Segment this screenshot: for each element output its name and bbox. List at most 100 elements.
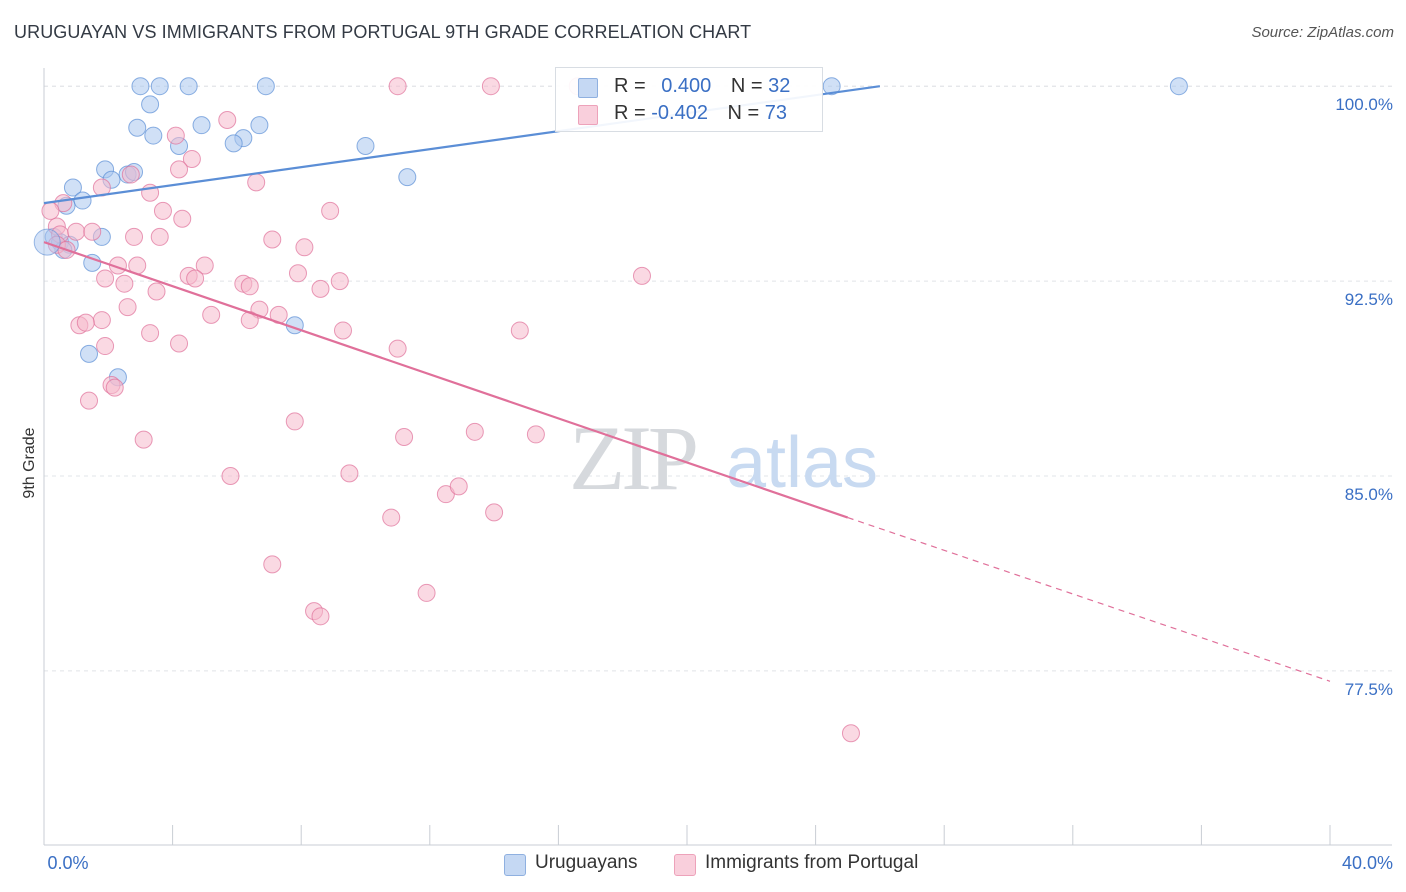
data-point xyxy=(105,378,124,397)
legend-n-value-portugal: 73 xyxy=(764,102,788,124)
data-point xyxy=(83,253,102,272)
data-point xyxy=(179,77,198,96)
data-point xyxy=(841,724,860,743)
data-point xyxy=(128,118,147,137)
legend-swatch-portugal xyxy=(578,105,598,125)
data-point xyxy=(263,230,282,249)
data-point xyxy=(417,583,436,602)
axes: 100.0% 92.5% 85.0% 77.5% 0.0% 40.0% xyxy=(43,68,1393,873)
data-point xyxy=(170,334,189,353)
data-point xyxy=(218,110,237,129)
y-axis-label: 9th Grade xyxy=(21,427,38,498)
data-point xyxy=(141,324,160,343)
y-tick-label: 92.5% xyxy=(1345,290,1393,309)
legend-n-label: N = xyxy=(730,75,763,97)
data-point xyxy=(247,173,266,192)
series-points-1 xyxy=(41,77,860,743)
data-point xyxy=(263,555,282,574)
source-label: Source: ZipAtlas.com xyxy=(1251,24,1394,41)
x-tick-label: 0.0% xyxy=(47,853,88,873)
data-point xyxy=(388,339,407,358)
data-point xyxy=(202,305,221,324)
data-point xyxy=(131,77,150,96)
chart-title: URUGUAYAN VS IMMIGRANTS FROM PORTUGAL 9T… xyxy=(14,22,752,42)
data-point xyxy=(76,313,95,332)
x-tick-label: 40.0% xyxy=(1342,853,1393,873)
legend-r-label: R = xyxy=(614,75,646,97)
data-point xyxy=(256,77,275,96)
data-point xyxy=(526,425,545,444)
data-point xyxy=(83,222,102,241)
y-tick-label: 85.0% xyxy=(1345,485,1393,504)
data-point xyxy=(330,272,349,291)
legend-swatch-uruguayans xyxy=(578,78,598,98)
watermark-zip: ZIP xyxy=(569,407,696,509)
series-swatch-portugal xyxy=(674,854,696,876)
data-point xyxy=(80,391,99,410)
data-point xyxy=(388,77,407,96)
data-point xyxy=(221,466,240,485)
data-point xyxy=(150,77,169,96)
data-point xyxy=(144,126,163,145)
data-point xyxy=(125,227,144,246)
data-point xyxy=(67,222,86,241)
data-point xyxy=(41,201,60,220)
data-point xyxy=(340,464,359,483)
data-point xyxy=(382,508,401,527)
data-point xyxy=(449,477,468,496)
series-label-portugal: Immigrants from Portugal xyxy=(705,852,919,873)
data-point xyxy=(150,227,169,246)
data-point xyxy=(141,95,160,114)
data-point xyxy=(73,191,92,210)
trend-line-1 xyxy=(43,241,849,519)
data-point xyxy=(166,126,185,145)
data-point xyxy=(173,209,192,228)
data-point xyxy=(240,277,259,296)
correlation-legend: R = 0.400 N = 32 R = -0.402 N = 73 xyxy=(555,67,823,132)
data-point xyxy=(195,256,214,275)
data-point xyxy=(356,136,375,155)
data-point xyxy=(285,412,304,431)
data-point xyxy=(153,201,172,220)
y-tick-label: 77.5% xyxy=(1345,680,1393,699)
data-point xyxy=(92,311,111,330)
legend-r-label: R = xyxy=(614,102,646,124)
data-point xyxy=(395,428,414,447)
series-label-uruguayans: Uruguayans xyxy=(535,852,638,873)
data-point xyxy=(115,274,134,293)
data-point xyxy=(333,321,352,340)
data-point xyxy=(632,266,651,285)
data-point xyxy=(510,321,529,340)
legend-n-label: N = xyxy=(727,102,760,124)
trend-lines xyxy=(43,85,1331,682)
data-point xyxy=(295,238,314,257)
data-point xyxy=(186,269,205,288)
series-swatch-uruguayans xyxy=(504,854,526,876)
data-point xyxy=(192,116,211,135)
data-point xyxy=(224,134,243,153)
data-point xyxy=(288,264,307,283)
legend-r-value-uruguayans: 0.400 xyxy=(661,75,712,97)
data-point xyxy=(321,201,340,220)
data-point xyxy=(170,160,189,179)
legend-r-value-portugal: -0.402 xyxy=(651,102,708,124)
data-point xyxy=(822,77,841,96)
data-point xyxy=(311,607,330,626)
data-point xyxy=(250,116,269,135)
data-point xyxy=(96,337,115,356)
legend-n-value-uruguayans: 32 xyxy=(768,75,791,97)
data-point xyxy=(63,178,82,197)
data-point xyxy=(398,168,417,187)
data-point xyxy=(465,422,484,441)
data-point xyxy=(311,279,330,298)
data-point xyxy=(134,430,153,449)
data-point xyxy=(485,503,504,522)
data-point xyxy=(147,282,166,301)
trend-line-dashed-1 xyxy=(847,517,1331,682)
series-legend: Uruguayans Immigrants from Portugal xyxy=(0,852,1406,878)
data-point xyxy=(118,298,137,317)
data-point xyxy=(1169,77,1188,96)
data-point xyxy=(481,77,500,96)
data-point xyxy=(80,344,99,363)
